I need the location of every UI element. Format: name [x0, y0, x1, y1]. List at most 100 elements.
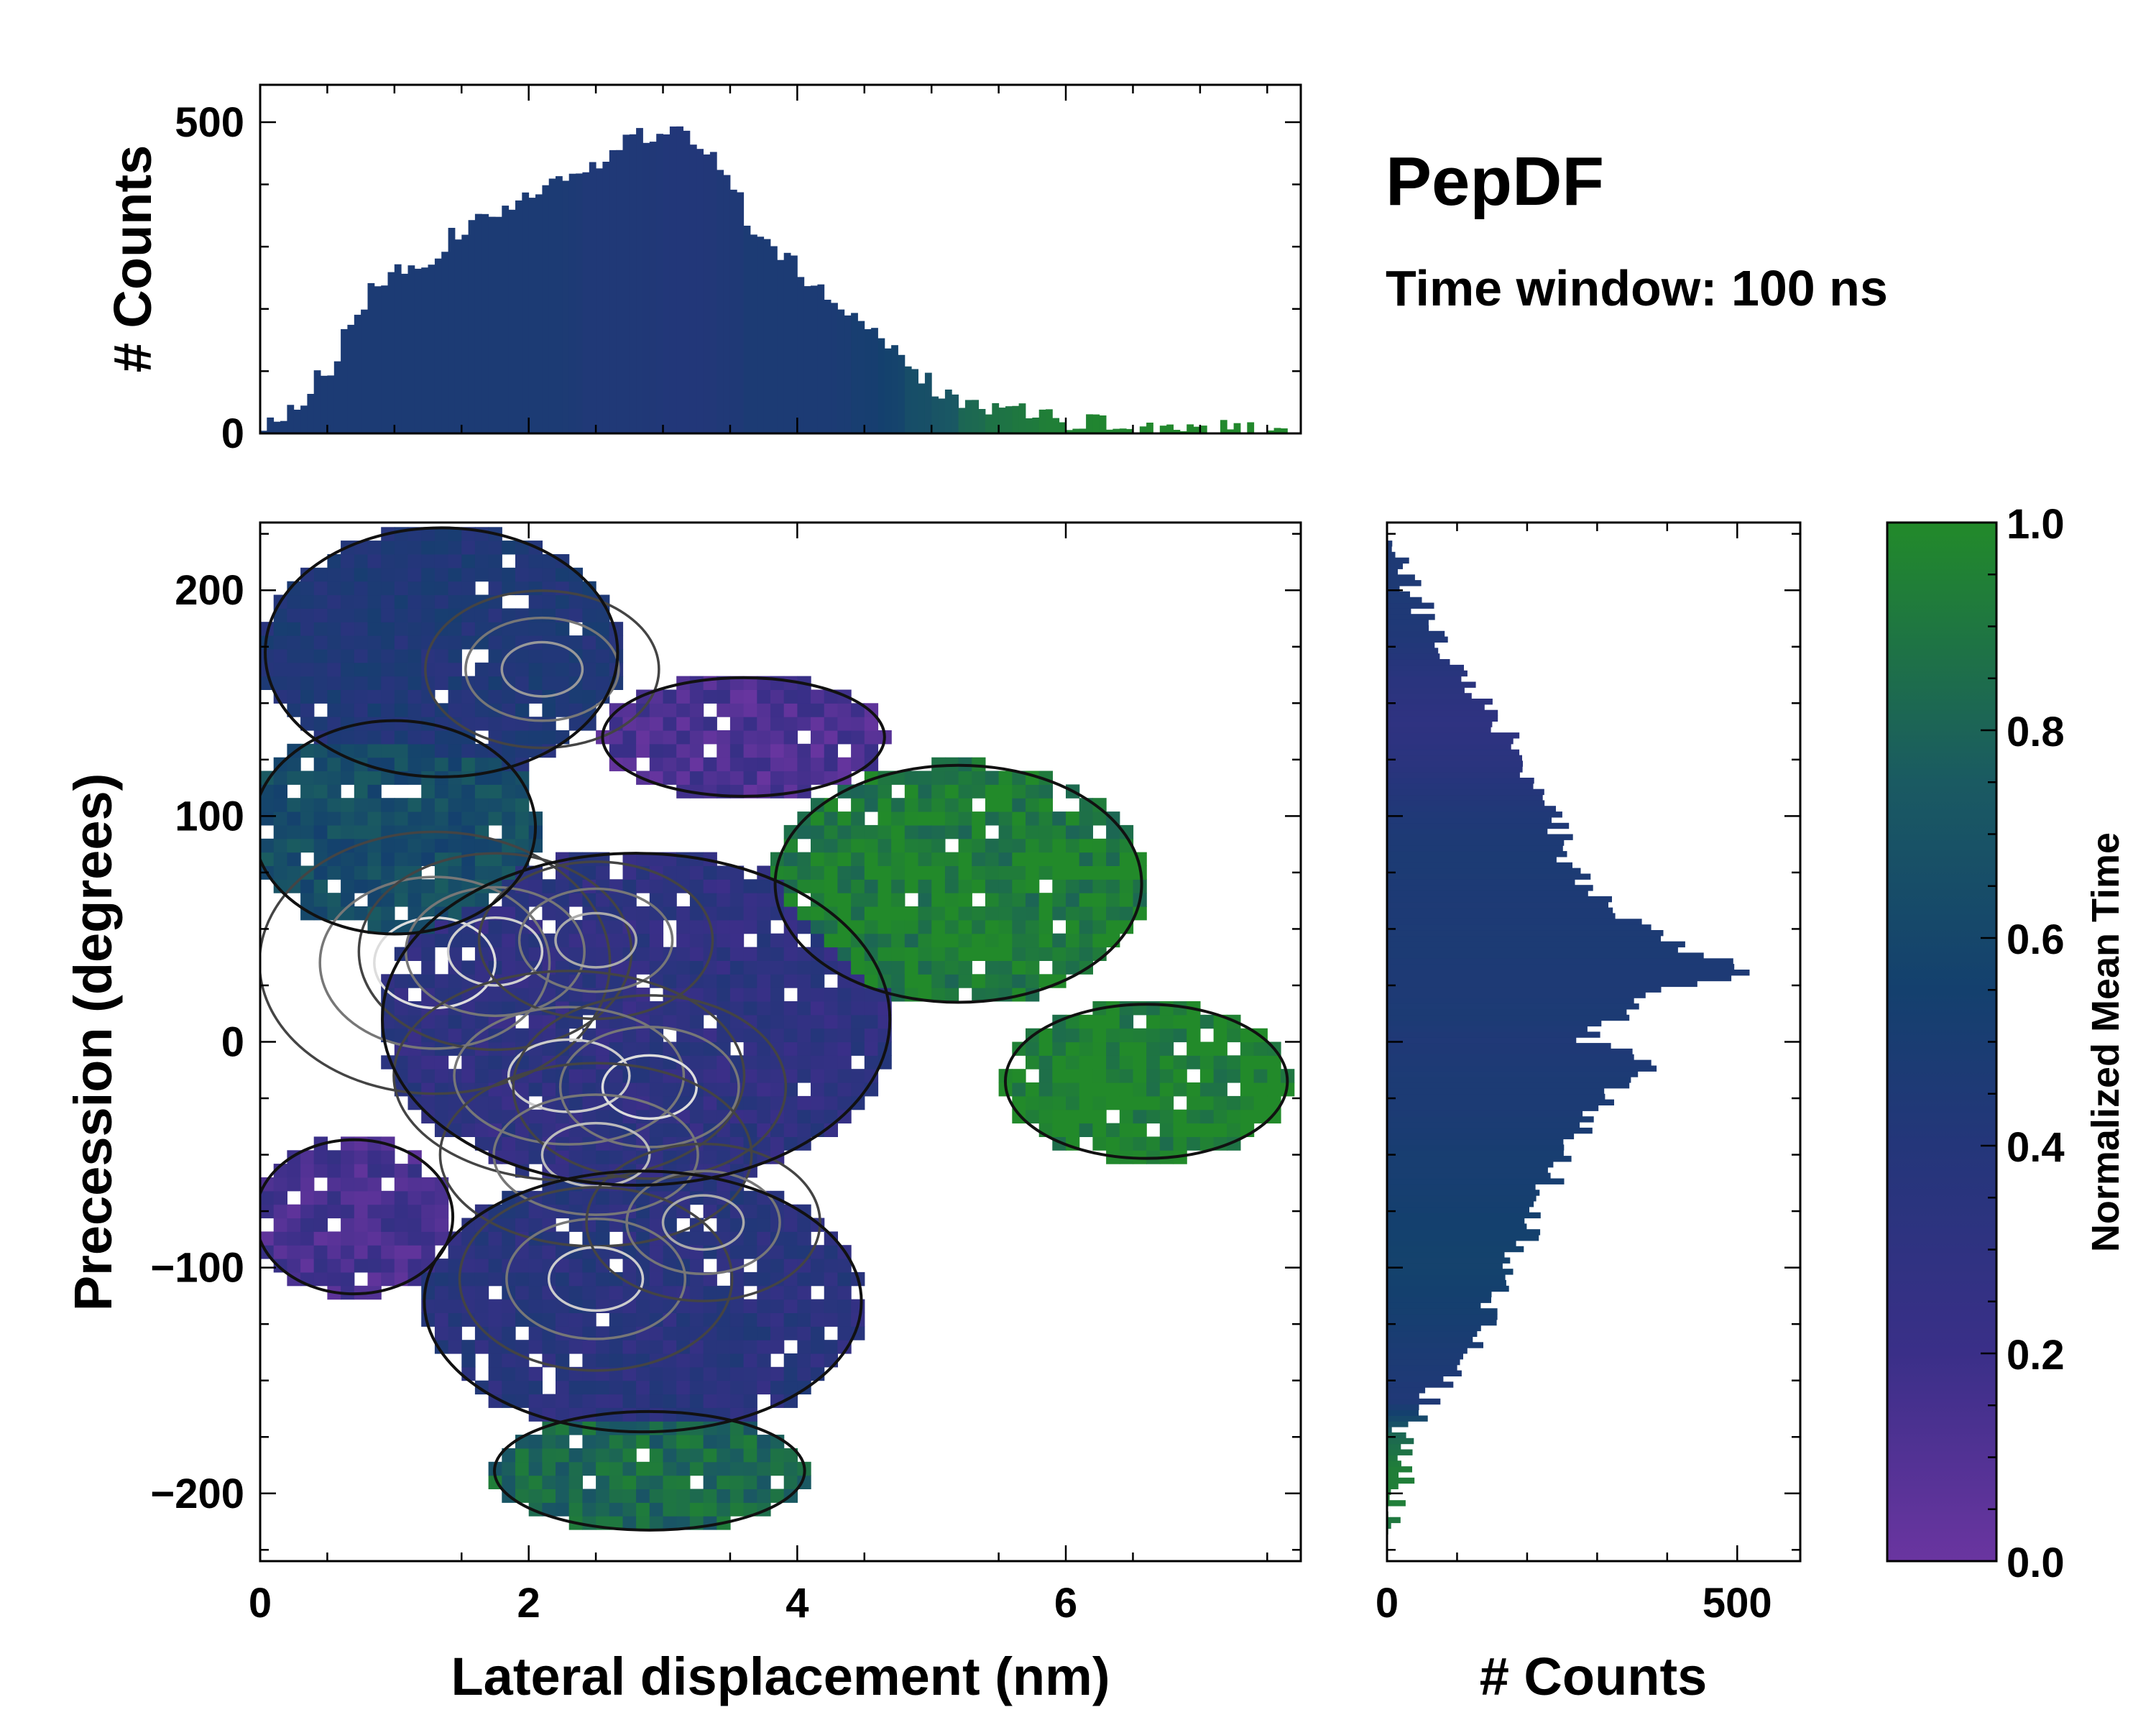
- heatmap-cell: [622, 717, 637, 731]
- heatmap-cell: [998, 770, 1013, 785]
- heatmap-cell: [743, 1340, 757, 1354]
- heatmap-cell: [649, 1082, 664, 1097]
- heatmap-cell: [649, 743, 664, 758]
- heatmap-cell: [596, 1231, 610, 1246]
- heatmap-cell: [434, 757, 449, 772]
- heatmap-cell: [689, 1448, 704, 1463]
- heatmap-cell: [783, 1299, 798, 1313]
- heatmap-cell: [421, 1218, 436, 1232]
- heatmap-cell: [596, 1340, 610, 1354]
- heatmap-cell: [877, 824, 892, 840]
- heatmap-cell: [998, 879, 1013, 893]
- heatmap-cell: [663, 1340, 677, 1354]
- heatmap-cell: [676, 1421, 691, 1435]
- heatmap-cell: [596, 676, 610, 690]
- heatmap-cell: [381, 770, 395, 785]
- right-hist-bar: [1387, 1471, 1399, 1478]
- heatmap-cell: [757, 906, 771, 921]
- heatmap-cell: [542, 1245, 556, 1259]
- heatmap-cell: [461, 703, 476, 717]
- heatmap-cell: [864, 1001, 879, 1016]
- heatmap-cell: [354, 581, 369, 596]
- heatmap-cell: [327, 554, 341, 569]
- top-hist-bar: [1139, 426, 1147, 433]
- right-hist-bar: [1387, 891, 1588, 897]
- heatmap-cell: [622, 1312, 637, 1327]
- heatmap-cell: [1173, 1082, 1187, 1097]
- top-hist-bar: [931, 396, 939, 433]
- heatmap-cell: [729, 717, 745, 731]
- heatmap-cell: [341, 865, 355, 880]
- heatmap-cell: [770, 1136, 785, 1151]
- heatmap-cell: [811, 1014, 825, 1029]
- heatmap-cell: [434, 1014, 449, 1029]
- heatmap-cell: [354, 1259, 369, 1273]
- top-hist-bar: [791, 255, 798, 433]
- heatmap-cell: [1066, 906, 1080, 921]
- heatmap-cell: [488, 852, 502, 866]
- top-hist-bar: [1281, 428, 1288, 433]
- heatmap-cell: [783, 906, 798, 921]
- heatmap-cell: [515, 933, 530, 948]
- heatmap-cell: [341, 1164, 355, 1178]
- top-hist-bar: [502, 206, 510, 433]
- heatmap-cell: [1106, 919, 1120, 934]
- heatmap-cell: [622, 988, 637, 1002]
- top-hist-bar: [972, 400, 979, 433]
- heatmap-cell: [1026, 1095, 1040, 1110]
- heatmap-cell: [448, 1231, 462, 1246]
- heatmap-cell: [891, 879, 906, 893]
- heatmap-cell: [381, 838, 395, 853]
- heatmap-cell: [354, 770, 369, 785]
- heatmap-cell: [743, 1245, 757, 1259]
- heatmap-cell: [676, 1001, 691, 1016]
- heatmap-cell: [703, 1095, 717, 1110]
- heatmap-cell: [502, 960, 516, 975]
- heatmap-cell: [783, 1136, 798, 1151]
- heatmap-cell: [542, 1123, 556, 1137]
- heatmap-cell: [461, 865, 476, 880]
- heatmap-cell: [542, 1259, 556, 1273]
- heatmap-cell: [676, 960, 691, 975]
- heatmap-cell: [528, 1055, 543, 1070]
- heatmap-cell: [676, 757, 691, 772]
- top-hist-bar: [548, 178, 556, 433]
- heatmap-cell: [1052, 960, 1067, 975]
- heatmap-cell: [729, 1299, 745, 1313]
- heatmap-cell: [448, 540, 462, 555]
- heatmap-cell: [972, 933, 986, 948]
- right-hist-bar: [1387, 896, 1612, 903]
- heatmap-cell: [327, 852, 341, 866]
- top-hist-bar: [636, 128, 643, 433]
- heatmap-cell: [757, 703, 771, 717]
- heatmap-cell: [743, 879, 757, 893]
- heatmap-cell: [811, 1271, 825, 1287]
- right-hist-bar: [1387, 1302, 1481, 1309]
- heatmap-cell: [394, 1001, 409, 1016]
- heatmap-cell: [407, 1041, 422, 1056]
- heatmap-cell: [1092, 811, 1107, 826]
- top-hist-bar: [522, 192, 530, 433]
- top-hist-bar: [1066, 430, 1073, 433]
- heatmap-cell: [944, 824, 959, 840]
- heatmap-cell: [354, 554, 369, 569]
- heatmap-cell: [556, 960, 570, 975]
- heatmap-cell: [837, 1095, 852, 1110]
- heatmap-cell: [729, 893, 745, 907]
- heatmap-cell: [1066, 879, 1080, 893]
- heatmap-cell: [1187, 1136, 1201, 1151]
- heatmap-cell: [448, 622, 462, 636]
- heatmap-cell: [461, 1014, 476, 1029]
- heatmap-cell: [407, 757, 422, 772]
- right-hist-bar: [1387, 1342, 1483, 1348]
- right-hist-bar: [1387, 1138, 1564, 1145]
- heatmap-cell: [851, 947, 865, 961]
- heatmap-cell: [797, 919, 811, 934]
- heatmap-cell: [717, 947, 731, 961]
- heatmap-cell: [663, 1014, 677, 1029]
- right-hist-bar: [1387, 1071, 1639, 1077]
- heatmap-cell: [582, 1095, 596, 1110]
- heatmap-cell: [918, 811, 932, 826]
- heatmap-cell: [556, 879, 570, 893]
